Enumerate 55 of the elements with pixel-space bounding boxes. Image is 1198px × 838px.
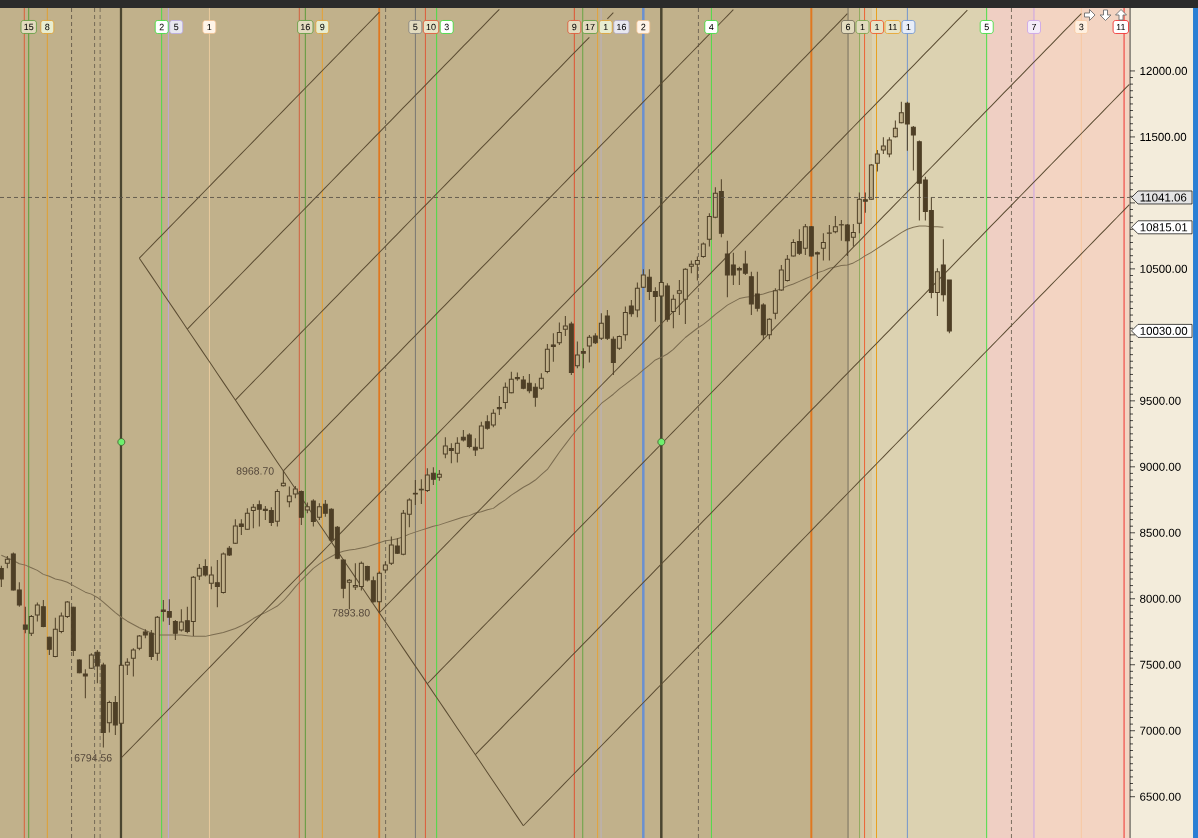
annotation: 5: [174, 23, 179, 31]
annotation: 3: [1079, 23, 1084, 31]
y-tick-label: 7000.00: [1140, 726, 1181, 735]
annotation: 9: [572, 23, 577, 31]
annotation: 1: [207, 23, 212, 31]
annotation: 5: [984, 23, 989, 31]
candlestick: [412, 479, 418, 506]
y-tick-label: 10500.00: [1140, 264, 1188, 273]
candlestick: [496, 395, 502, 416]
candlestick: [544, 343, 550, 374]
annotation: 16: [617, 23, 627, 31]
y-tick-label: 6500.00: [1140, 792, 1181, 801]
candlestick: [874, 149, 880, 173]
candlestick: [130, 647, 136, 678]
candlestick: [286, 486, 292, 508]
annotation: 10: [426, 23, 436, 31]
annotation: 15: [24, 23, 34, 31]
annotation: 3: [444, 23, 449, 31]
annotation: 17: [585, 23, 595, 31]
y-tick-label: 12000.00: [1140, 66, 1188, 76]
annotation: 2: [641, 23, 646, 31]
annotation: 9: [320, 23, 325, 31]
annotation: 7893.80: [332, 609, 370, 617]
candlestick: [820, 232, 826, 262]
annotation: 5: [413, 23, 418, 31]
annotation: 6794.56: [74, 754, 112, 762]
annotation: 8968.70: [236, 467, 274, 475]
candlestick: [826, 224, 832, 262]
y-tick-label: 8000.00: [1140, 594, 1181, 603]
annotation: 1: [875, 23, 880, 31]
y-tick-label: 9500.00: [1140, 396, 1181, 405]
y-tick-label: 11500.00: [1140, 132, 1187, 141]
annotation: 1: [860, 23, 865, 31]
annotation: 11: [888, 23, 897, 31]
y-tick-label: 7500.00: [1140, 660, 1181, 669]
candlestick: [580, 347, 586, 369]
ref-line-label: 11041.06: [1140, 193, 1187, 202]
annotation: 16: [300, 23, 310, 31]
annotation: 6: [845, 23, 851, 31]
annotation: 4: [709, 23, 714, 31]
y-tick-label: 9000.00: [1140, 462, 1181, 471]
candlestick: [910, 125, 916, 172]
annotation: 7: [1031, 23, 1037, 31]
annotation: 1: [906, 23, 911, 31]
text: 10030.00: [1140, 326, 1188, 335]
y-tick-label: 8500.00: [1140, 528, 1181, 537]
candlestick: [82, 668, 88, 699]
candlestick: [556, 322, 562, 346]
annotation: 1: [603, 23, 608, 31]
annotation: 11: [1116, 23, 1126, 31]
candlestick: [0, 565, 4, 588]
text: 10815.01: [1140, 223, 1188, 232]
candlestick: [550, 332, 556, 363]
annotation: 8: [45, 23, 50, 31]
annotation: 2: [159, 23, 164, 31]
